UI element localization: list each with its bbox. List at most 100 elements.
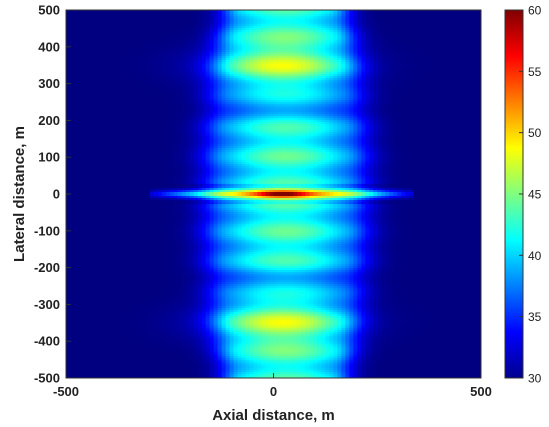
heatmap-cell: [141, 44, 147, 47]
heatmap-cell: [405, 50, 410, 53]
heatmap-cell: [309, 46, 314, 49]
heatmap-cell: [477, 34, 481, 37]
heatmap-cell: [369, 30, 374, 33]
heatmap-cell: [341, 22, 346, 25]
heatmap-cell: [337, 18, 342, 21]
heatmap-cell: [357, 20, 362, 23]
heatmap-cell: [145, 32, 151, 35]
heatmap-cell: [133, 42, 139, 45]
heatmap-cell: [445, 34, 450, 37]
heatmap-cell: [385, 16, 390, 19]
heatmap-cell: [117, 10, 123, 13]
heatmap-cell: [153, 10, 159, 13]
heatmap-cell: [97, 26, 103, 29]
heatmap-cell: [77, 18, 83, 21]
heatmap-cell: [381, 40, 386, 43]
heatmap-cell: [269, 46, 275, 49]
heatmap-cell: [473, 14, 478, 17]
heatmap-cell: [257, 24, 263, 27]
heatmap-cell: [201, 42, 207, 45]
heatmap-cell: [121, 52, 127, 55]
heatmap-cell: [181, 14, 187, 17]
heatmap-cell: [173, 20, 179, 23]
heatmap-cell: [321, 26, 326, 29]
heatmap-cell: [113, 48, 119, 51]
heatmap-cell: [357, 28, 362, 31]
heatmap-cell: [77, 42, 83, 45]
heatmap-cell: [173, 24, 179, 27]
heatmap-cell: [257, 14, 263, 17]
heatmap-cell: [185, 32, 191, 35]
heatmap-cell: [473, 42, 478, 45]
heatmap-cell: [181, 24, 187, 27]
heatmap-cell: [261, 36, 267, 39]
heatmap-cell: [393, 24, 398, 27]
heatmap-cell: [265, 34, 271, 37]
heatmap-cell: [77, 50, 83, 53]
heatmap-cell: [177, 24, 183, 27]
heatmap-cell: [421, 38, 426, 41]
heatmap-cell: [177, 18, 183, 21]
heatmap-cell: [265, 44, 271, 47]
heatmap-cell: [393, 42, 398, 45]
heatmap-cell: [273, 32, 279, 35]
heatmap-cell: [381, 44, 386, 47]
heatmap-cell: [205, 38, 211, 41]
heatmap-cell: [317, 18, 322, 21]
heatmap-cell: [197, 18, 203, 21]
heatmap-cell: [273, 20, 279, 23]
heatmap-cell: [465, 12, 470, 15]
heatmap-cell: [153, 22, 159, 25]
heatmap-cell: [249, 12, 255, 15]
heatmap-cell: [145, 28, 151, 31]
heatmap-cell: [473, 50, 478, 53]
heatmap-cell: [161, 50, 167, 53]
heatmap-cell: [269, 28, 275, 31]
heatmap-cell: [345, 50, 350, 53]
heatmap-cell: [345, 42, 350, 45]
heatmap-cell: [229, 52, 235, 55]
heatmap-cell: [141, 34, 147, 37]
heatmap-cell: [117, 38, 123, 41]
heatmap-cell: [341, 10, 346, 13]
heatmap-cell: [157, 34, 163, 37]
heatmap-cell: [189, 16, 195, 19]
heatmap-cell: [349, 48, 354, 51]
heatmap-cell: [185, 42, 191, 45]
heatmap-cell: [169, 42, 175, 45]
heatmap-cell: [145, 50, 151, 53]
heatmap-cell: [389, 26, 394, 29]
heatmap-cell: [93, 30, 99, 33]
heatmap-cell: [429, 30, 434, 33]
heatmap-cell: [261, 32, 267, 35]
heatmap-cell: [377, 42, 382, 45]
heatmap-cell: [377, 34, 382, 37]
heatmap-cell: [85, 16, 91, 19]
heatmap-cell: [121, 28, 127, 31]
heatmap-cell: [465, 44, 470, 47]
heatmap-cell: [293, 14, 299, 17]
heatmap-cell: [341, 30, 346, 33]
heatmap-cell: [177, 36, 183, 39]
heatmap-cell: [81, 36, 87, 39]
heatmap-cell: [93, 44, 99, 47]
heatmap-cell: [66, 26, 71, 29]
heatmap-cell: [453, 44, 458, 47]
heatmap-cell: [421, 28, 426, 31]
heatmap-cell: [113, 26, 119, 29]
heatmap-cell: [337, 28, 342, 31]
heatmap-cell: [409, 10, 414, 13]
heatmap-cell: [269, 24, 275, 27]
heatmap-cell: [241, 14, 247, 17]
heatmap-cell: [161, 10, 167, 13]
heatmap-cell: [353, 22, 358, 25]
heatmap-cell: [313, 30, 318, 33]
heatmap-cell: [121, 48, 127, 51]
heatmap-cell: [329, 14, 334, 17]
heatmap-cell: [121, 46, 127, 49]
heatmap-cell: [369, 12, 374, 15]
heatmap-cell: [249, 48, 255, 51]
heatmap-cell: [441, 20, 446, 23]
heatmap-cell: [141, 32, 147, 35]
heatmap-cell: [121, 40, 127, 43]
